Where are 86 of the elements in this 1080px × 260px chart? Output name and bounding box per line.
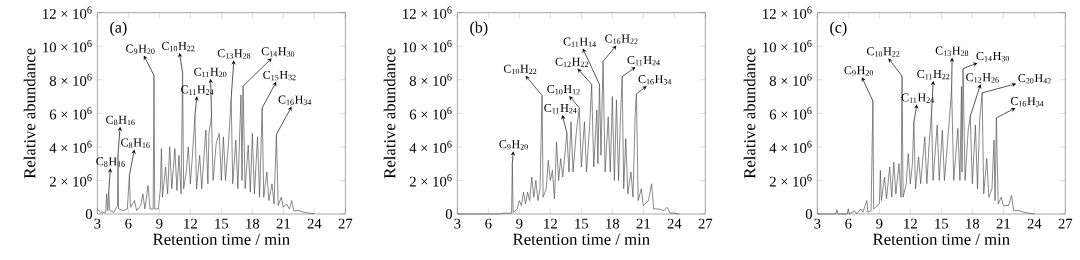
text: (a) [110, 21, 127, 37]
x-tick-label: 3 [94, 218, 101, 229]
annotation: C$_{11}$H$_{24}$ [544, 103, 577, 114]
y-tick-label: 2 × 10$^{6}$ [409, 174, 452, 187]
y-tick-label: 4 × 10$^{6}$ [49, 140, 92, 153]
x-tick-label: 27 [338, 218, 353, 229]
annotation: C$_{8}$H$_{16}$ [96, 157, 125, 167]
x-tick-label: 12 [184, 218, 197, 229]
y-tick-label: 10 × 10$^{6}$ [763, 40, 812, 53]
x-tick-label: 21 [636, 218, 650, 229]
x-tick-label: 3 [454, 218, 461, 229]
annotation: C$_{11}$H$_{20}$ [194, 67, 227, 78]
y-tick-label: 2 × 10$^{6}$ [769, 174, 812, 187]
y-axis-title: Relative abundance [383, 48, 396, 179]
annotation: C$_{10}$H$_{22}$ [503, 64, 537, 75]
x-tick-label: 24 [307, 218, 322, 229]
annotation: C$_{11}$H$_{24}$ [627, 56, 660, 66]
x-tick-label: 15 [575, 218, 589, 229]
x-axis-title: Retention time / min [513, 233, 650, 245]
x-tick-label: 27 [698, 218, 713, 229]
annotation: C$_{12}$H$_{26}$ [966, 73, 999, 83]
y-tick-label: 0 [445, 209, 453, 219]
x-tick-label: 18 [966, 218, 980, 229]
y-tick-label: 2 × 10$^{6}$ [49, 174, 92, 187]
x-tick-label: 15 [215, 218, 229, 229]
y-tick-label: 10 × 10$^{6}$ [43, 40, 92, 53]
text: (c) [830, 21, 847, 37]
x-tick-label: 6 [125, 218, 132, 229]
annotation: C$_{10}$H$_{12}$ [547, 84, 580, 95]
annotation: C$_{14}$H$_{30}$ [261, 47, 295, 57]
annotation: C$_{14}$H$_{30}$ [976, 51, 1010, 62]
x-tick-label: 21 [996, 218, 1010, 229]
annotation: C$_{9}$H$_{20}$ [126, 44, 155, 54]
y-tick-label: 6 × 10$^{6}$ [49, 107, 92, 120]
annotation: C$_{9}$H$_{20}$ [844, 66, 874, 76]
x-tick-label: 18 [246, 218, 260, 229]
annotation: C$_{13}$H$_{28}$ [217, 49, 251, 59]
annotation: C$_{12}$H$_{22}$ [555, 57, 588, 67]
y-tick-label: 4 × 10$^{6}$ [769, 140, 812, 153]
x-axis-title: Retention time / min [873, 233, 1010, 245]
annotation: C$_{11}$H$_{24}$ [181, 85, 214, 95]
x-tick-label: 6 [845, 218, 852, 229]
y-tick-label: 6 × 10$^{6}$ [769, 107, 812, 120]
text: (b) [470, 21, 488, 37]
annotation: C$_{10}$H$_{22}$ [161, 41, 195, 52]
annotation: C$_{11}$H$_{22}$ [917, 69, 950, 80]
annotation: C$_{8}$H$_{16}$ [121, 138, 150, 148]
x-tick-label: 6 [485, 218, 492, 229]
x-tick-label: 24 [1027, 218, 1042, 229]
y-tick-label: 12 × 10$^{6}$ [403, 6, 452, 19]
y-tick-label: 4 × 10$^{6}$ [409, 140, 452, 153]
annotation: C$_{8}$H$_{16}$ [106, 115, 135, 126]
y-tick-label: 12 × 10$^{6}$ [763, 6, 812, 19]
y-tick-label: 0 [805, 209, 813, 219]
y-tick-label: 12 × 10$^{6}$ [43, 6, 92, 19]
annotation: C$_{11}$H$_{14}$ [563, 37, 596, 47]
y-tick-label: 8 × 10$^{6}$ [769, 73, 812, 86]
x-tick-label: 15 [935, 218, 949, 229]
annotation: C$_{16}$H$_{34}$ [1010, 97, 1044, 107]
x-axis-title: Retention time / min [153, 233, 290, 245]
x-tick-label: 18 [606, 218, 620, 229]
annotation: C$_{20}$H$_{42}$ [1018, 74, 1051, 84]
annotation: C$_{15}$H$_{32}$ [263, 70, 296, 81]
y-tick-label: 8 × 10$^{6}$ [49, 73, 92, 86]
y-tick-label: 6 × 10$^{6}$ [409, 107, 452, 120]
x-tick-label: 21 [276, 218, 290, 229]
x-tick-label: 9 [876, 218, 883, 229]
x-tick-label: 12 [544, 218, 557, 229]
y-tick-label: 8 × 10$^{6}$ [409, 73, 452, 86]
x-tick-label: 24 [667, 218, 682, 229]
annotation: C$_{16}$H$_{22}$ [605, 34, 638, 44]
x-tick-label: 12 [904, 218, 917, 229]
annotation: C$_{10}$H$_{22}$ [866, 47, 900, 57]
y-axis-title: Relative abundance [23, 48, 36, 179]
x-tick-label: 9 [156, 218, 163, 229]
x-tick-label: 3 [814, 218, 821, 229]
x-tick-label: 27 [1058, 218, 1073, 229]
annotation: C$_{16}$H$_{34}$ [638, 75, 672, 85]
annotation: C$_{13}$H$_{28}$ [935, 46, 969, 56]
y-tick-label: 0 [85, 209, 93, 219]
x-tick-label: 9 [516, 218, 523, 229]
annotation: C$_{9}$H$_{20}$ [499, 140, 528, 150]
y-tick-label: 10 × 10$^{6}$ [403, 40, 452, 53]
y-axis-title: Relative abundance [743, 48, 756, 179]
annotation: C$_{11}$H$_{24}$ [901, 93, 935, 103]
annotation: C$_{16}$H$_{34}$ [278, 95, 312, 105]
